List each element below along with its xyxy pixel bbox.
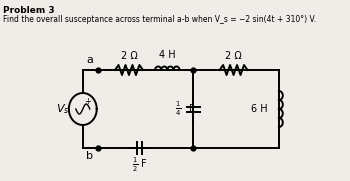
- Text: $\frac{1}{2}$ F: $\frac{1}{2}$ F: [132, 156, 147, 174]
- Text: 4 H: 4 H: [159, 50, 176, 60]
- Text: Find the overall susceptance across terminal a-b when V_s = −2 sin(4t + 310°) V.: Find the overall susceptance across term…: [4, 15, 317, 24]
- Text: $\frac{1}{4}$: $\frac{1}{4}$: [175, 100, 181, 118]
- Text: F: F: [189, 104, 195, 114]
- Text: 6 H: 6 H: [251, 104, 268, 114]
- Text: Problem 3: Problem 3: [4, 6, 55, 15]
- Text: 2 Ω: 2 Ω: [121, 51, 137, 61]
- Text: a: a: [86, 55, 93, 65]
- Text: b: b: [86, 151, 93, 161]
- Text: +: +: [84, 96, 91, 106]
- Text: $V_s$: $V_s$: [56, 102, 70, 116]
- Text: 2 Ω: 2 Ω: [225, 51, 242, 61]
